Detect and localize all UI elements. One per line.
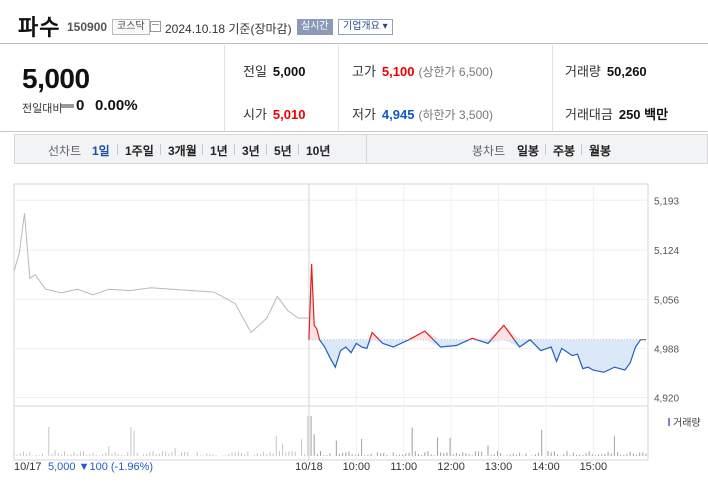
volume-bars: 거래량 (13, 416, 701, 456)
volume-legend-label: 거래량 (673, 417, 701, 429)
x-tick-label: 10:00 (343, 461, 371, 473)
open-cell: 시가 5,010 (243, 107, 306, 122)
candle-daily[interactable]: 일봉 (517, 144, 540, 158)
divider (224, 45, 225, 131)
candle-weekly[interactable]: 주봉 (553, 144, 576, 158)
x-tick-label: 14:00 (532, 461, 560, 473)
x-tick-label: 13:00 (485, 461, 513, 473)
price-chart-svg: 5,193 5,124 5,056 4,988 4,920 거래량 10/17 5,000… (13, 183, 701, 473)
candle-chart-label: 봉차트 (472, 144, 506, 158)
volume-legend-swatch (668, 418, 670, 426)
period-3m[interactable]: 3개월 (168, 144, 197, 158)
flat-icon (61, 104, 74, 108)
today-line-down (318, 339, 646, 373)
change-label: 전일대비 (22, 103, 63, 115)
volume-cell: 거래량 50,260 (565, 64, 647, 79)
y-tick-label: 5,124 (654, 246, 679, 257)
base-date: 2024.10.18 기준(장마감) (165, 22, 292, 36)
prev-day-label: 10/17 (14, 461, 42, 473)
above-reference-fill (308, 263, 646, 340)
corp-info-dropdown[interactable]: 기업개요 ▾ (338, 19, 393, 35)
price-chart[interactable]: 5,193 5,124 5,056 4,988 4,920 거래량 10/17 5,000… (0, 166, 708, 484)
candle-monthly[interactable]: 월봉 (589, 144, 612, 158)
y-tick-label: 4,988 (654, 344, 679, 355)
x-axis-labels: 10/17 5,000 ▼100 (-1.96%) 10/18 10:00 11:00 1… (14, 461, 607, 473)
y-axis-labels: 5,193 5,124 5,056 4,988 4,920 (654, 196, 679, 404)
period-1d[interactable]: 1일 (92, 144, 110, 158)
period-10y[interactable]: 10년 (306, 144, 331, 158)
change-percent: 0.00% (95, 97, 138, 114)
x-tick-label: 12:00 (437, 461, 465, 473)
y-tick-label: 4,920 (654, 394, 679, 405)
y-tick-label: 5,193 (654, 196, 679, 207)
high-cell: 고가 5,100 (상한가 6,500) (352, 64, 493, 79)
x-tick-label: 15:00 (580, 461, 608, 473)
today-line-up (308, 263, 646, 340)
chart-grid (13, 183, 649, 461)
line-chart-group: 선차트 1일 1주일 3개월 1년 3년 5년 10년 (15, 135, 367, 163)
stock-name: 파수 (18, 15, 61, 40)
period-selector: 선차트 1일 1주일 3개월 1년 3년 5년 10년 봉차트 일봉 주봉 월봉 (14, 134, 708, 164)
calendar-icon (150, 21, 161, 32)
divider (338, 45, 339, 131)
divider (552, 45, 553, 131)
prev-day-summary: 5,000 ▼100 (-1.96%) (48, 461, 153, 473)
period-1w[interactable]: 1주일 (125, 144, 154, 158)
stock-header: 파수 150900 코스닥 2024.10.18 기준(장마감) 실시간 기업개… (0, 0, 708, 44)
realtime-button[interactable]: 실시간 (297, 19, 333, 35)
period-1y[interactable]: 1년 (210, 144, 228, 158)
prev-close-cell: 전일 5,000 (243, 64, 306, 79)
quote-panel: 5,000 전일대비 0 0.00% 전일 5,000 시가 5,010 고가 5,1… (0, 45, 708, 132)
below-reference-fill (308, 339, 646, 373)
y-tick-label: 5,056 (654, 295, 679, 306)
chart-frame (13, 183, 649, 461)
period-3y[interactable]: 3년 (242, 144, 260, 158)
period-5y[interactable]: 5년 (274, 144, 292, 158)
current-price: 5,000 (22, 63, 90, 94)
x-tick-label: 11:00 (390, 461, 417, 473)
low-cell: 저가 4,945 (하한가 3,500) (352, 107, 493, 122)
previous-day-line (13, 213, 309, 334)
amount-cell: 거래대금 250 백만 (565, 107, 669, 122)
line-chart-label: 선차트 (48, 144, 82, 158)
x-tick-label: 10/18 (295, 461, 323, 473)
stock-code: 150900 (67, 20, 108, 34)
change-value: 0 (76, 97, 85, 114)
market-badge: 코스닥 (112, 19, 150, 35)
chart-plot (13, 213, 646, 373)
